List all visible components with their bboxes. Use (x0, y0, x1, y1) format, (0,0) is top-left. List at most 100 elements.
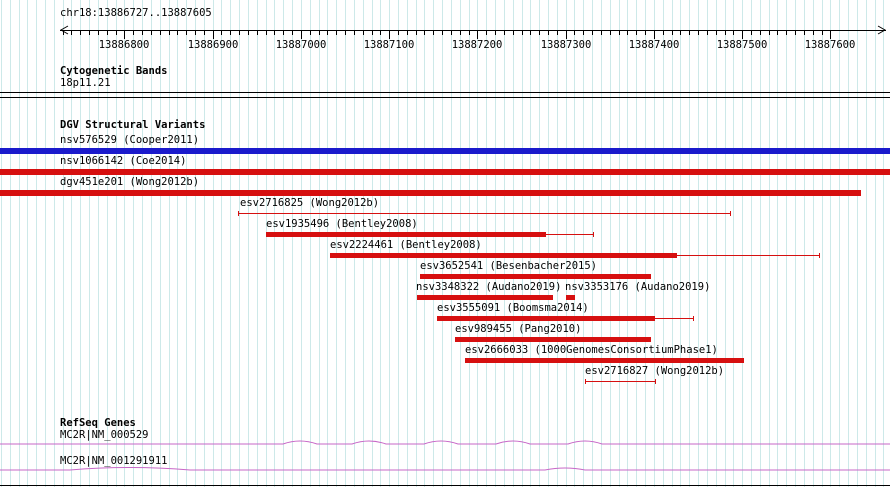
gridline (283, 0, 285, 487)
variant-label[interactable]: nsv3353176 (Audano2019) (565, 281, 711, 293)
gridline (645, 0, 647, 487)
variant-label[interactable]: nsv1066142 (Coe2014) (60, 155, 187, 167)
gridline (18, 0, 20, 487)
section-title-refseq: RefSeq Genes (60, 417, 136, 429)
gridline (495, 0, 497, 487)
ruler-minor-tick (662, 30, 664, 35)
variant-range-line[interactable] (676, 255, 820, 256)
ruler-line (60, 30, 886, 31)
gridline (62, 0, 64, 487)
variant-label[interactable]: esv3652541 (Besenbacher2015) (420, 260, 598, 272)
variant-label[interactable]: dgv451e201 (Wong2012b) (60, 176, 200, 188)
variant-range-line[interactable] (654, 318, 694, 319)
variant-label[interactable]: esv2666033 (1000GenomesConsortiumPhase1) (465, 344, 718, 356)
gridline (468, 0, 470, 487)
variant-label[interactable]: nsv576529 (Cooper2011) (60, 134, 200, 146)
variant-label[interactable]: esv2716827 (Wong2012b) (585, 365, 725, 377)
variant-label[interactable]: esv2224461 (Bentley2008) (330, 239, 482, 251)
gridline (0, 0, 2, 487)
variant-label[interactable]: esv1935496 (Bentley2008) (266, 218, 418, 230)
gene-model[interactable] (0, 464, 890, 476)
gridline (212, 0, 214, 487)
ruler-minor-tick (803, 30, 805, 35)
variant-bar[interactable] (455, 337, 651, 342)
variant-label[interactable]: esv2716825 (Wong2012b) (240, 197, 380, 209)
variant-label[interactable]: esv3555091 (Boomsma2014) (437, 302, 589, 314)
ruler-tick-label: 13887100 (363, 39, 415, 51)
cytoband-label[interactable]: 18p11.21 (60, 77, 111, 89)
variant-range-endtick (676, 253, 677, 258)
gridline (336, 0, 338, 487)
gridline (803, 0, 805, 487)
variant-range-line[interactable] (238, 213, 731, 214)
ruler-minor-tick (786, 30, 788, 35)
variant-bar[interactable] (417, 295, 553, 300)
gene-label[interactable]: MC2R|NM_000529 (60, 429, 149, 441)
ruler-minor-tick (345, 30, 347, 35)
cytoband-box[interactable] (0, 92, 890, 98)
gridline (556, 0, 558, 487)
ruler-minor-tick (415, 30, 417, 35)
ruler-minor-tick (698, 30, 700, 35)
gene-label[interactable]: MC2R|NM_001291911 (60, 455, 168, 467)
gridline (265, 0, 267, 487)
variant-bar[interactable] (266, 232, 545, 237)
gene-model-line[interactable] (0, 440, 890, 445)
variant-range-line[interactable] (545, 234, 594, 235)
ruler-minor-tick (503, 30, 505, 35)
ruler-minor-tick (406, 30, 408, 35)
gridline (115, 0, 117, 487)
gridline (239, 0, 241, 487)
gridline (433, 0, 435, 487)
variant-range-line[interactable] (585, 381, 656, 382)
gridline (742, 0, 744, 487)
variant-bar[interactable] (0, 148, 890, 154)
variant-label[interactable]: esv989455 (Pang2010) (455, 323, 582, 335)
variant-range-endtick (693, 316, 694, 321)
ruler-minor-tick (380, 30, 382, 35)
ruler-tick-label: 13887500 (716, 39, 768, 51)
gene-model[interactable] (0, 438, 890, 450)
ruler-minor-tick (733, 30, 735, 35)
variant-label[interactable]: nsv3348322 (Audano2019) (416, 281, 562, 293)
gene-model-line[interactable] (0, 467, 890, 471)
ruler-minor-tick (221, 30, 223, 35)
gridline (203, 0, 205, 487)
gridline (292, 0, 294, 487)
gridline (821, 0, 823, 487)
ruler-minor-tick (292, 30, 294, 35)
ruler-minor-tick (795, 30, 797, 35)
ruler-minor-tick (565, 30, 567, 35)
ruler-minor-tick (600, 30, 602, 35)
variant-bar[interactable] (420, 274, 651, 279)
variant-bar[interactable] (330, 253, 676, 258)
variant-bar[interactable] (0, 190, 861, 196)
ruler-minor-tick (486, 30, 488, 35)
gridline (698, 0, 700, 487)
ruler-minor-tick (512, 30, 514, 35)
variant-bar[interactable] (437, 316, 654, 321)
variant-bar[interactable] (0, 169, 890, 175)
ruler-minor-tick (830, 30, 832, 35)
gridline (759, 0, 761, 487)
gridline (415, 0, 417, 487)
gridline (486, 0, 488, 487)
ruler-arrowheads (59, 25, 887, 35)
gridline (353, 0, 355, 487)
ruler-minor-tick (468, 30, 470, 35)
ruler-minor-tick (71, 30, 73, 35)
ruler-minor-tick (495, 30, 497, 35)
gridline (345, 0, 347, 487)
variant-bar[interactable] (465, 358, 744, 363)
gridline (247, 0, 249, 487)
variant-bar[interactable] (566, 295, 575, 300)
ruler-minor-tick (680, 30, 682, 35)
ruler-minor-tick (459, 30, 461, 35)
gridline (671, 0, 673, 487)
gridline (80, 0, 82, 487)
gridline (71, 0, 73, 487)
variant-range-endtick (654, 316, 655, 321)
gridline (9, 0, 11, 487)
ruler-minor-tick (530, 30, 532, 35)
